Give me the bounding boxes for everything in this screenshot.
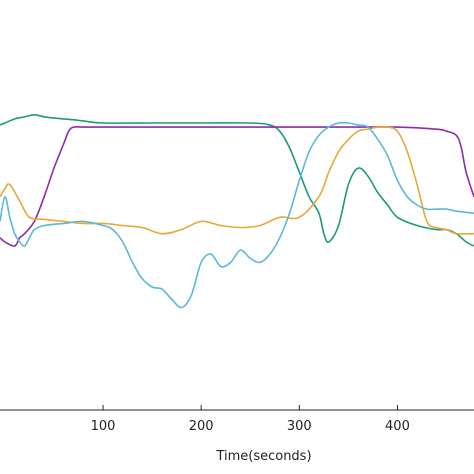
x-tick-label: 200	[189, 419, 214, 434]
x-tick-label: 100	[91, 419, 116, 434]
series-line-4	[0, 121, 474, 309]
series-line-1	[0, 114, 474, 247]
x-tick-label: 400	[385, 419, 410, 434]
series-layer	[0, 114, 474, 309]
x-axis-ticks: 100 200 300 400	[91, 405, 410, 434]
series-line-3	[0, 125, 474, 235]
series-line-2	[0, 126, 474, 247]
x-axis-label: Time(seconds)	[215, 449, 311, 464]
x-tick-label: 300	[287, 419, 312, 434]
